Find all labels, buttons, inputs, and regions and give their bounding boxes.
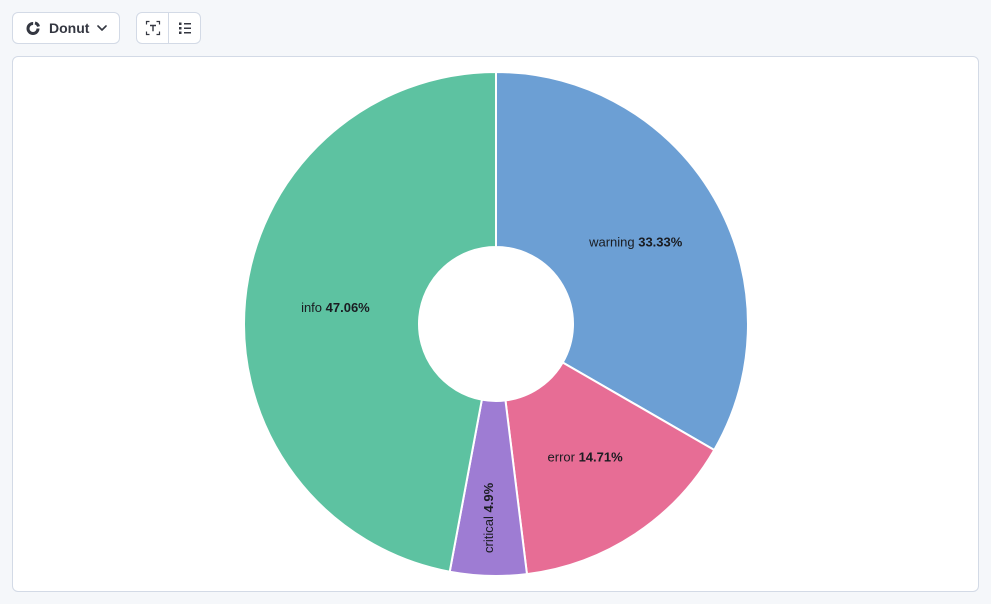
slice-label-info: info 47.06% [301,301,370,316]
chart-type-dropdown[interactable]: Donut [12,12,121,44]
chevron-down-icon [97,25,108,31]
legend-list-icon [177,20,193,36]
donut-chart: warning 33.33% error 14.71% critical 4.9% i… [243,70,749,577]
legend-settings-button[interactable] [168,12,202,44]
pie-slice-info[interactable] [243,70,497,573]
pie-slice-error[interactable] [504,361,716,576]
donut-chart-icon [25,20,41,36]
chart-toolbar: Donut [12,12,202,44]
slice-label-critical: critical 4.9% [481,482,496,553]
chart-type-label: Donut [49,20,90,36]
slice-label-warning: warning 33.33% [588,235,683,250]
slice-label-error: error 14.71% [548,450,624,465]
text-labels-icon [145,20,161,36]
chart-options-group [136,12,202,44]
pie-slice-warning[interactable] [495,70,749,452]
labels-settings-button[interactable] [136,12,170,44]
chart-panel: warning 33.33% error 14.71% critical 4.9% i… [12,56,979,592]
